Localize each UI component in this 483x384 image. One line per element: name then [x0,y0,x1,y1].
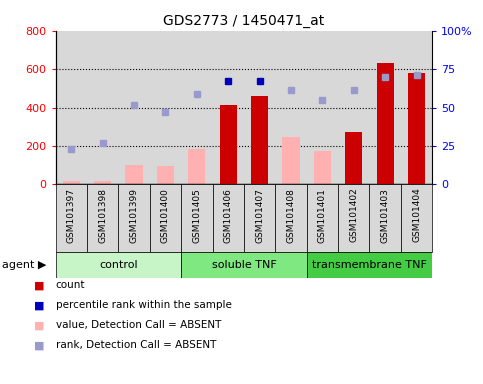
Bar [56,31,87,184]
Bar [213,184,244,252]
Bar [275,31,307,184]
Bar [87,31,118,184]
Text: count: count [56,280,85,290]
Bar [56,252,181,278]
Bar [87,184,118,252]
Bar [244,31,275,184]
Bar [408,73,425,184]
Text: GSM101408: GSM101408 [286,188,296,243]
Bar [401,31,432,184]
Bar [307,184,338,252]
Bar [244,184,275,252]
Text: GSM101407: GSM101407 [255,188,264,243]
Bar [314,151,331,184]
Bar [118,184,150,252]
Text: percentile rank within the sample: percentile rank within the sample [56,300,231,310]
Text: GSM101402: GSM101402 [349,188,358,242]
Text: GSM101398: GSM101398 [98,188,107,243]
Text: GSM101399: GSM101399 [129,188,139,243]
Bar [157,166,174,184]
Bar [251,96,268,184]
Bar [181,184,213,252]
Text: ■: ■ [34,340,44,350]
Text: GSM101406: GSM101406 [224,188,233,243]
Bar [56,184,87,252]
Bar [401,184,432,252]
Text: soluble TNF: soluble TNF [212,260,276,270]
Bar [307,252,432,278]
Text: GSM101401: GSM101401 [318,188,327,243]
Text: GSM101405: GSM101405 [192,188,201,243]
Bar [338,184,369,252]
Text: GSM101397: GSM101397 [67,188,76,243]
Bar [275,184,307,252]
Text: agent ▶: agent ▶ [2,260,47,270]
Text: GSM101400: GSM101400 [161,188,170,243]
Bar [283,137,299,184]
Text: rank, Detection Call = ABSENT: rank, Detection Call = ABSENT [56,340,216,350]
Bar [345,132,362,184]
Bar [369,184,401,252]
Text: GSM101403: GSM101403 [381,188,390,243]
Text: GSM101404: GSM101404 [412,188,421,242]
Bar [213,31,244,184]
Bar [150,184,181,252]
Text: ■: ■ [34,280,44,290]
Bar [63,182,80,184]
Bar [220,104,237,184]
Bar [307,31,338,184]
Bar [188,149,205,184]
Bar [369,31,401,184]
Bar [181,31,213,184]
Bar [377,63,394,184]
Title: GDS2773 / 1450471_at: GDS2773 / 1450471_at [163,14,325,28]
Bar [150,31,181,184]
Text: ■: ■ [34,300,44,310]
Text: value, Detection Call = ABSENT: value, Detection Call = ABSENT [56,320,221,330]
Bar [126,165,142,184]
Text: ■: ■ [34,320,44,330]
Bar [118,31,150,184]
Bar [181,252,307,278]
Bar [338,31,369,184]
Text: control: control [99,260,138,270]
Bar [94,182,111,184]
Text: transmembrane TNF: transmembrane TNF [312,260,427,270]
